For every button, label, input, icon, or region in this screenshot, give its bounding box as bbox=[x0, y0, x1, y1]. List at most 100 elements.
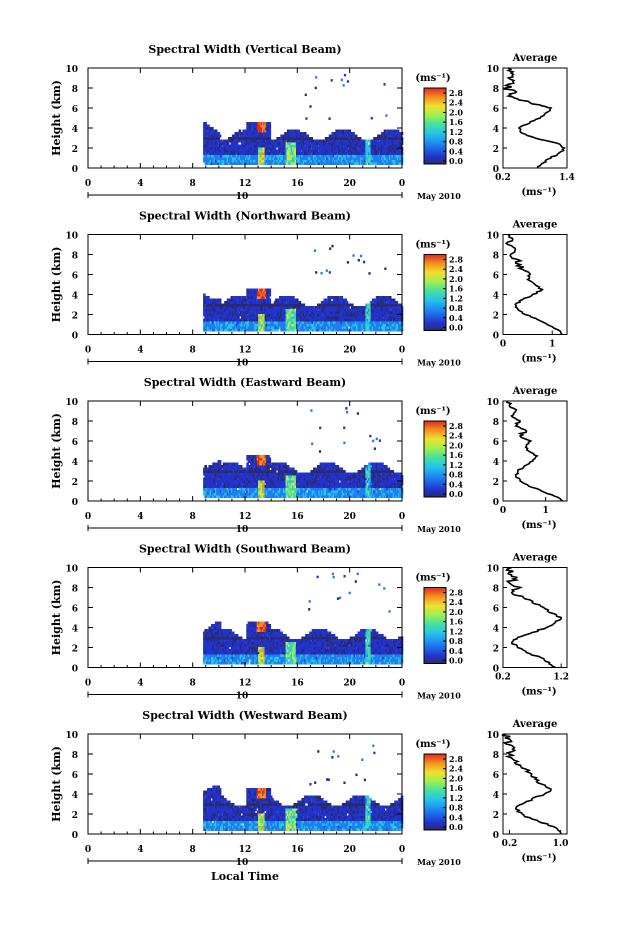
heatmap-cell bbox=[324, 298, 328, 302]
heatmap-cell bbox=[330, 159, 333, 163]
heatmap-cell bbox=[341, 147, 345, 150]
heatmap-cell bbox=[284, 318, 287, 322]
heatmap-cell bbox=[285, 308, 289, 312]
heatmap-cell bbox=[330, 306, 333, 309]
heatmap-cell bbox=[396, 162, 400, 165]
heatmap-cell bbox=[320, 271, 323, 275]
heatmap-cell bbox=[361, 157, 364, 160]
heatmap-cell bbox=[392, 308, 396, 312]
heatmap-cell bbox=[267, 296, 270, 299]
heatmap-cell bbox=[273, 154, 277, 158]
heatmap-cell bbox=[299, 490, 303, 493]
heatmap-cell bbox=[318, 144, 321, 148]
heatmap-cell bbox=[314, 328, 317, 332]
heatmap-cell bbox=[280, 477, 283, 481]
heatmap-cell bbox=[307, 495, 311, 498]
heatmap-cell bbox=[239, 139, 243, 143]
heatmap-cell bbox=[267, 455, 270, 458]
heatmap-cell bbox=[263, 124, 266, 128]
heatmap-cell bbox=[221, 495, 224, 498]
heatmap-cell bbox=[237, 139, 240, 143]
y-tick-label: 2 bbox=[72, 145, 78, 155]
heatmap-cell bbox=[284, 139, 287, 143]
avg-y-tick-label: 6 bbox=[493, 105, 499, 115]
heatmap-cell bbox=[345, 313, 349, 317]
heatmap-cell bbox=[296, 298, 299, 302]
heatmap-cell bbox=[263, 316, 266, 319]
heatmap-cell bbox=[276, 328, 279, 332]
heatmap-cell bbox=[315, 162, 319, 165]
heatmap-cell bbox=[256, 162, 260, 165]
heatmap-cell bbox=[310, 137, 313, 140]
heatmap-cell bbox=[204, 149, 207, 153]
heatmap-cell bbox=[297, 492, 300, 496]
heatmap-cell bbox=[335, 134, 338, 138]
heatmap-cell bbox=[324, 323, 328, 327]
heatmap-cell bbox=[280, 492, 283, 496]
heatmap-cell bbox=[394, 132, 397, 135]
heatmap-cell bbox=[237, 475, 240, 478]
heatmap-cell bbox=[318, 313, 321, 317]
heatmap-cell bbox=[204, 465, 207, 468]
heatmap-cell bbox=[396, 306, 400, 309]
heatmap-cell bbox=[315, 311, 319, 314]
heatmap-cell bbox=[392, 316, 396, 319]
heatmap-cell bbox=[221, 470, 224, 473]
heatmap-cell bbox=[399, 144, 402, 148]
heatmap-cell bbox=[256, 124, 260, 128]
heatmap-cell bbox=[241, 301, 244, 304]
heatmap-cell bbox=[256, 482, 260, 486]
heatmap-cell bbox=[297, 490, 300, 493]
heatmap-cell bbox=[299, 137, 303, 140]
heatmap-cell bbox=[339, 134, 342, 138]
heatmap-cell bbox=[273, 144, 277, 148]
heatmap-cell bbox=[320, 154, 324, 158]
heatmap-cell bbox=[314, 159, 317, 163]
heatmap-cell bbox=[233, 326, 236, 329]
heatmap-cell bbox=[299, 142, 303, 145]
heatmap-cell bbox=[263, 482, 266, 486]
heatmap-cell bbox=[216, 477, 219, 481]
heatmap-cell bbox=[263, 129, 266, 133]
heatmap-cell bbox=[263, 462, 266, 466]
heatmap-cell bbox=[377, 142, 380, 145]
heatmap-cell bbox=[352, 152, 355, 155]
avg-y-tick-label: 4 bbox=[493, 292, 499, 302]
heatmap-cell bbox=[290, 480, 294, 483]
heatmap-cell bbox=[299, 328, 303, 332]
heatmap-cell bbox=[362, 328, 366, 332]
heatmap-cell bbox=[301, 139, 304, 143]
heatmap-cell bbox=[256, 472, 260, 476]
heatmap-cell bbox=[250, 127, 253, 130]
heatmap-cell bbox=[358, 144, 362, 148]
heatmap-cell bbox=[307, 485, 311, 488]
heatmap-cell bbox=[284, 482, 287, 486]
heatmap-cell bbox=[396, 129, 400, 133]
heatmap-cell bbox=[263, 328, 266, 332]
heatmap-cell bbox=[263, 152, 266, 155]
heatmap-cell bbox=[263, 154, 266, 158]
heatmap-cell bbox=[224, 487, 227, 491]
heatmap-cell bbox=[305, 487, 308, 491]
heatmap-cell bbox=[238, 308, 242, 312]
heatmap-cell bbox=[255, 485, 259, 488]
heatmap-cell bbox=[263, 455, 266, 458]
heatmap-cell bbox=[305, 117, 308, 120]
heatmap-cell bbox=[392, 303, 396, 307]
heatmap-cell bbox=[237, 149, 240, 153]
heatmap-cell bbox=[268, 139, 272, 143]
heatmap-cell bbox=[268, 457, 272, 461]
heatmap-cell bbox=[335, 303, 338, 307]
heatmap-cell bbox=[252, 159, 256, 163]
heatmap-cell bbox=[256, 147, 260, 150]
heatmap-cell bbox=[375, 301, 379, 304]
heatmap-cell bbox=[339, 157, 342, 160]
heatmap-cell bbox=[284, 306, 287, 309]
heatmap-cell bbox=[377, 306, 380, 309]
heatmap-cell bbox=[284, 152, 287, 155]
heatmap-cell bbox=[320, 328, 324, 332]
heatmap-cell bbox=[252, 296, 256, 299]
heatmap-cell bbox=[341, 313, 345, 317]
heatmap-cell bbox=[221, 306, 224, 309]
heatmap-cell bbox=[204, 132, 207, 135]
